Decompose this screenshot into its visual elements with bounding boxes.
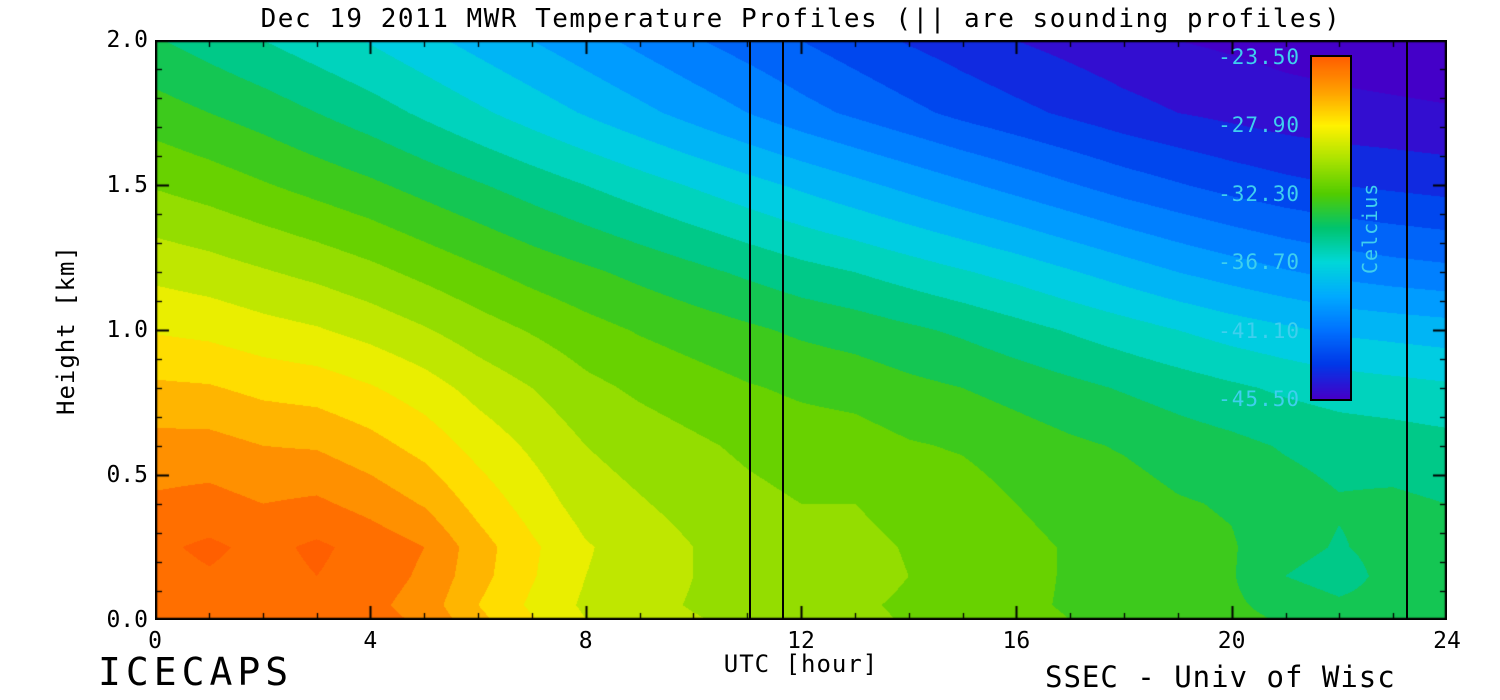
- y-tick-label: 2.0: [106, 27, 148, 53]
- colorbar-tick-label: -36.70: [1218, 250, 1300, 275]
- x-tick-label: 12: [787, 628, 815, 654]
- project-label: ICECAPS: [98, 650, 294, 694]
- y-tick-label: 1.5: [106, 172, 148, 198]
- colorbar-canvas: [1310, 55, 1352, 401]
- heatmap-canvas: [155, 40, 1447, 620]
- y-axis-label: Height [km]: [52, 245, 80, 415]
- colorbar-tick-label: -27.90: [1218, 113, 1300, 138]
- x-tick-label: 0: [148, 628, 162, 654]
- credit-label: SSEC - Univ of Wisc: [1045, 660, 1396, 694]
- sounding-profile-line: [782, 40, 785, 620]
- x-tick-label: 20: [1217, 628, 1246, 654]
- colorbar-tick-label: -23.50: [1218, 45, 1300, 69]
- colorbar-title: Celcius: [1358, 182, 1382, 274]
- colorbar-tick-label: -45.50: [1218, 387, 1300, 411]
- x-tick-label: 8: [578, 628, 593, 654]
- x-tick-label: 4: [363, 628, 378, 654]
- chart-title: Dec 19 2011 MWR Temperature Profiles (||…: [260, 4, 1342, 34]
- x-tick-label: 16: [1002, 628, 1031, 654]
- sounding-profile-line: [748, 40, 751, 620]
- y-tick-label: 0.0: [106, 607, 148, 633]
- colorbar-tick-label: -41.10: [1218, 318, 1300, 343]
- x-tick-label: 24: [1433, 628, 1461, 654]
- y-tick-label: 1.0: [106, 317, 148, 343]
- colorbar-tick-label: -32.30: [1218, 181, 1300, 206]
- y-tick-label: 0.5: [106, 462, 148, 488]
- x-axis-label: UTC [hour]: [723, 650, 879, 678]
- sounding-profile-line: [1406, 40, 1409, 620]
